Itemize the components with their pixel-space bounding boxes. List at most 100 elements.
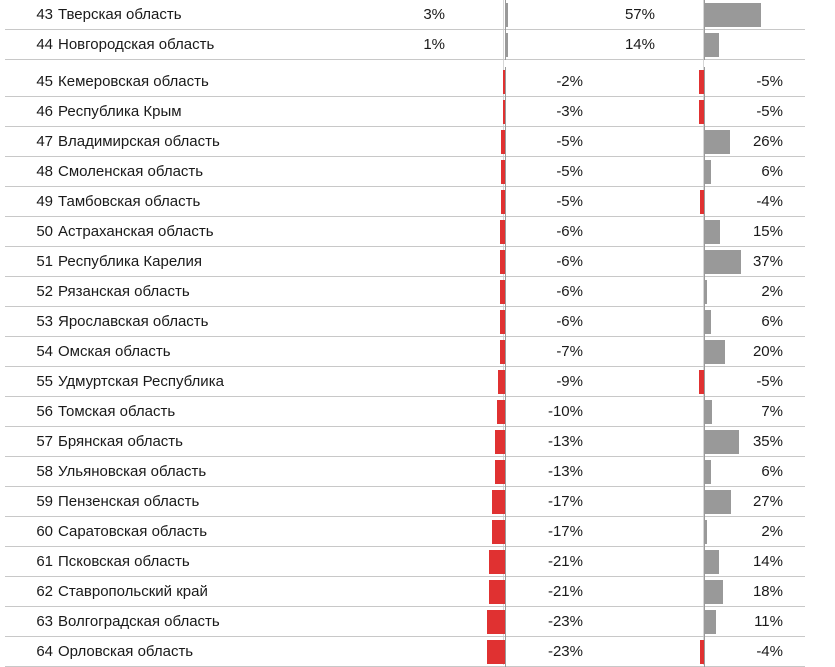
row-divider <box>5 606 805 607</box>
value-change-1: -6% <box>556 223 583 240</box>
row-rank: 60 <box>36 523 53 540</box>
table-row: 48 Смоленская область -5% 6% <box>5 157 805 187</box>
value-change-1: -21% <box>547 583 583 600</box>
bar-change-2 <box>699 70 704 94</box>
row-divider <box>5 156 805 157</box>
value-change-2: 14% <box>624 36 655 53</box>
row-divider <box>5 306 805 307</box>
table-row: 60 Саратовская область -17% 2% <box>5 517 805 547</box>
column-separator <box>703 0 704 665</box>
value-change-1: -6% <box>556 253 583 270</box>
bar-change-1 <box>494 460 505 484</box>
region-name: Омская область <box>58 343 171 360</box>
bar-change-2 <box>705 520 707 544</box>
axis-line-2 <box>704 187 705 217</box>
region-name: Томская область <box>58 403 176 420</box>
axis-line-2 <box>704 427 705 457</box>
row-divider <box>5 636 805 637</box>
value-change-2: 6% <box>761 163 783 180</box>
bar-change-1 <box>500 250 505 274</box>
row-rank: 46 <box>36 103 53 120</box>
region-name: Новгородская область <box>58 36 215 53</box>
axis-line-1 <box>505 487 506 517</box>
axis-line-1 <box>505 97 506 127</box>
axis-line-1 <box>505 547 506 577</box>
value-change-2: 2% <box>761 523 783 540</box>
value-change-2: -5% <box>756 73 783 90</box>
bar-change-2 <box>705 340 725 364</box>
row-divider <box>5 486 805 487</box>
bar-change-2 <box>705 430 740 454</box>
axis-line-2 <box>704 607 705 637</box>
table-row: 58 Ульяновская область -13% 6% <box>5 457 805 487</box>
value-change-1: -2% <box>556 73 583 90</box>
table-row: 53 Ярославская область -6% 6% <box>5 307 805 337</box>
bar-change-2 <box>705 400 712 424</box>
row-divider <box>5 126 805 127</box>
value-change-2: -5% <box>756 373 783 390</box>
value-change-1: 1% <box>423 36 445 53</box>
bar-change-2 <box>705 550 719 574</box>
value-change-1: -5% <box>556 163 583 180</box>
bar-change-1 <box>491 490 505 514</box>
row-divider <box>5 576 805 577</box>
value-change-1: -23% <box>547 613 583 630</box>
region-name: Республика Карелия <box>58 253 202 270</box>
axis-line-2 <box>704 457 705 487</box>
axis-line-2 <box>704 277 705 307</box>
table-row: 44 Новгородская область 1% 14% <box>5 30 805 60</box>
bar-change-2 <box>700 190 704 214</box>
row-rank: 55 <box>36 373 53 390</box>
bar-change-2 <box>705 490 732 514</box>
value-change-1: -13% <box>547 463 583 480</box>
table-row: 56 Томская область -10% 7% <box>5 397 805 427</box>
value-change-1: -3% <box>556 103 583 120</box>
row-rank: 57 <box>36 433 53 450</box>
axis-line-1 <box>505 307 506 337</box>
axis-line-1 <box>505 187 506 217</box>
value-change-2: -4% <box>756 193 783 210</box>
row-rank: 53 <box>36 313 53 330</box>
value-change-2: 27% <box>752 493 783 510</box>
value-change-2: 14% <box>752 553 783 570</box>
region-name: Псковская область <box>58 553 190 570</box>
row-rank: 47 <box>36 133 53 150</box>
value-change-2: 57% <box>624 6 655 23</box>
bar-change-1 <box>497 400 505 424</box>
bar-change-1 <box>506 33 508 57</box>
row-rank: 64 <box>36 643 53 660</box>
axis-line-2 <box>704 577 705 607</box>
bar-change-1 <box>491 520 505 544</box>
value-change-2: -4% <box>756 643 783 660</box>
table-row: 43 Тверская область 3% 57% <box>5 0 805 30</box>
region-name: Кемеровская область <box>58 73 209 90</box>
value-change-1: -5% <box>556 133 583 150</box>
axis-line-1 <box>505 30 506 60</box>
bar-change-1 <box>501 160 505 184</box>
value-change-2: 2% <box>761 283 783 300</box>
region-name: Рязанская область <box>58 283 190 300</box>
region-name: Ярославская область <box>58 313 209 330</box>
table-row: 55 Удмуртская Республика -9% -5% <box>5 367 805 397</box>
bar-change-1 <box>497 370 505 394</box>
bar-change-1 <box>503 70 505 94</box>
row-divider <box>5 96 805 97</box>
axis-line-1 <box>505 67 506 97</box>
row-rank: 52 <box>36 283 53 300</box>
table-row: 49 Тамбовская область -5% -4% <box>5 187 805 217</box>
table-row: 52 Рязанская область -6% 2% <box>5 277 805 307</box>
row-rank: 49 <box>36 193 53 210</box>
axis-line-1 <box>505 157 506 187</box>
axis-line-2 <box>704 97 705 127</box>
row-divider <box>5 246 805 247</box>
axis-line-2 <box>704 487 705 517</box>
value-change-1: -5% <box>556 193 583 210</box>
region-name: Ставропольский край <box>58 583 208 600</box>
table-row: 46 Республика Крым -3% -5% <box>5 97 805 127</box>
axis-line-2 <box>704 397 705 427</box>
bar-change-1 <box>500 220 505 244</box>
row-divider <box>5 276 805 277</box>
table-row: 62 Ставропольский край -21% 18% <box>5 577 805 607</box>
row-rank: 63 <box>36 613 53 630</box>
row-rank: 45 <box>36 73 53 90</box>
